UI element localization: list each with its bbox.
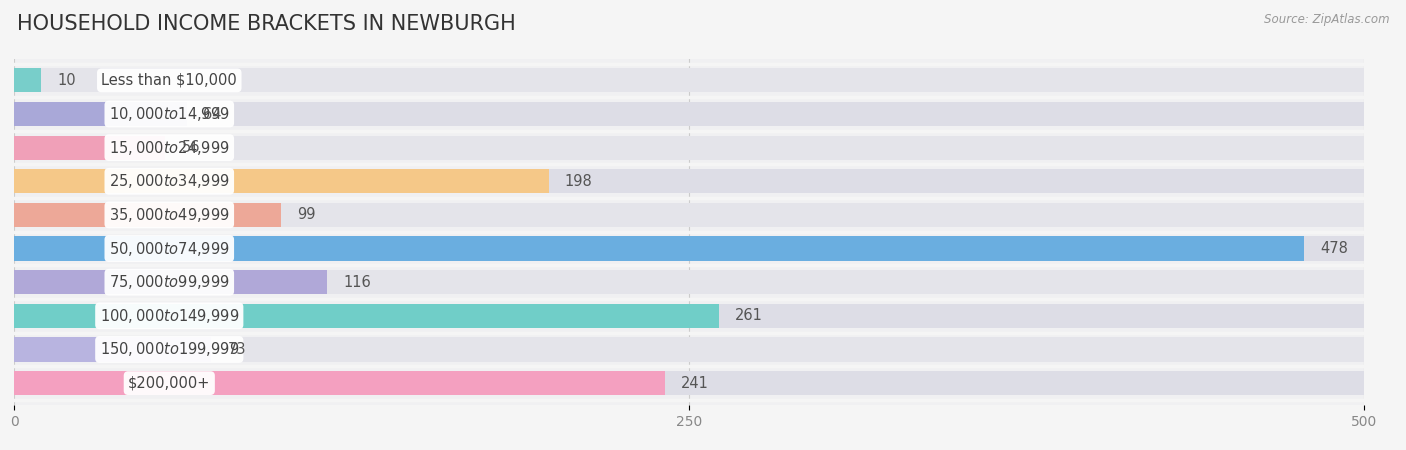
Text: $75,000 to $99,999: $75,000 to $99,999 [108, 273, 229, 291]
Bar [14, 338, 211, 362]
Bar [14, 169, 548, 194]
Bar [14, 371, 1364, 395]
Text: 241: 241 [681, 376, 709, 391]
Text: $200,000+: $200,000+ [128, 376, 211, 391]
Text: $10,000 to $14,999: $10,000 to $14,999 [108, 105, 229, 123]
Text: 73: 73 [228, 342, 246, 357]
Bar [14, 135, 166, 160]
Text: $15,000 to $24,999: $15,000 to $24,999 [108, 139, 229, 157]
Bar [14, 68, 1364, 93]
Text: 99: 99 [298, 207, 316, 222]
Bar [14, 236, 1305, 261]
Bar [14, 102, 187, 126]
Bar [14, 203, 281, 227]
Text: 261: 261 [735, 308, 762, 324]
Text: $35,000 to $49,999: $35,000 to $49,999 [108, 206, 229, 224]
Text: 478: 478 [1320, 241, 1348, 256]
Bar [14, 338, 1364, 362]
Bar [14, 203, 1364, 227]
Bar [14, 102, 1364, 126]
Text: HOUSEHOLD INCOME BRACKETS IN NEWBURGH: HOUSEHOLD INCOME BRACKETS IN NEWBURGH [17, 14, 516, 33]
Bar [14, 270, 328, 294]
Text: $150,000 to $199,999: $150,000 to $199,999 [100, 341, 239, 359]
Bar [14, 68, 41, 93]
Bar [14, 135, 1364, 160]
Text: $50,000 to $74,999: $50,000 to $74,999 [108, 239, 229, 257]
Text: $100,000 to $149,999: $100,000 to $149,999 [100, 307, 239, 325]
Text: 64: 64 [202, 107, 222, 122]
Text: $25,000 to $34,999: $25,000 to $34,999 [108, 172, 229, 190]
Bar [14, 304, 1364, 328]
Text: 116: 116 [343, 274, 371, 290]
Text: 56: 56 [181, 140, 200, 155]
Text: 198: 198 [565, 174, 592, 189]
Text: 10: 10 [58, 73, 76, 88]
Text: Less than $10,000: Less than $10,000 [101, 73, 238, 88]
Bar [14, 304, 718, 328]
Bar [14, 270, 1364, 294]
Text: Source: ZipAtlas.com: Source: ZipAtlas.com [1264, 14, 1389, 27]
Bar [14, 236, 1364, 261]
Bar [14, 169, 1364, 194]
Bar [14, 371, 665, 395]
